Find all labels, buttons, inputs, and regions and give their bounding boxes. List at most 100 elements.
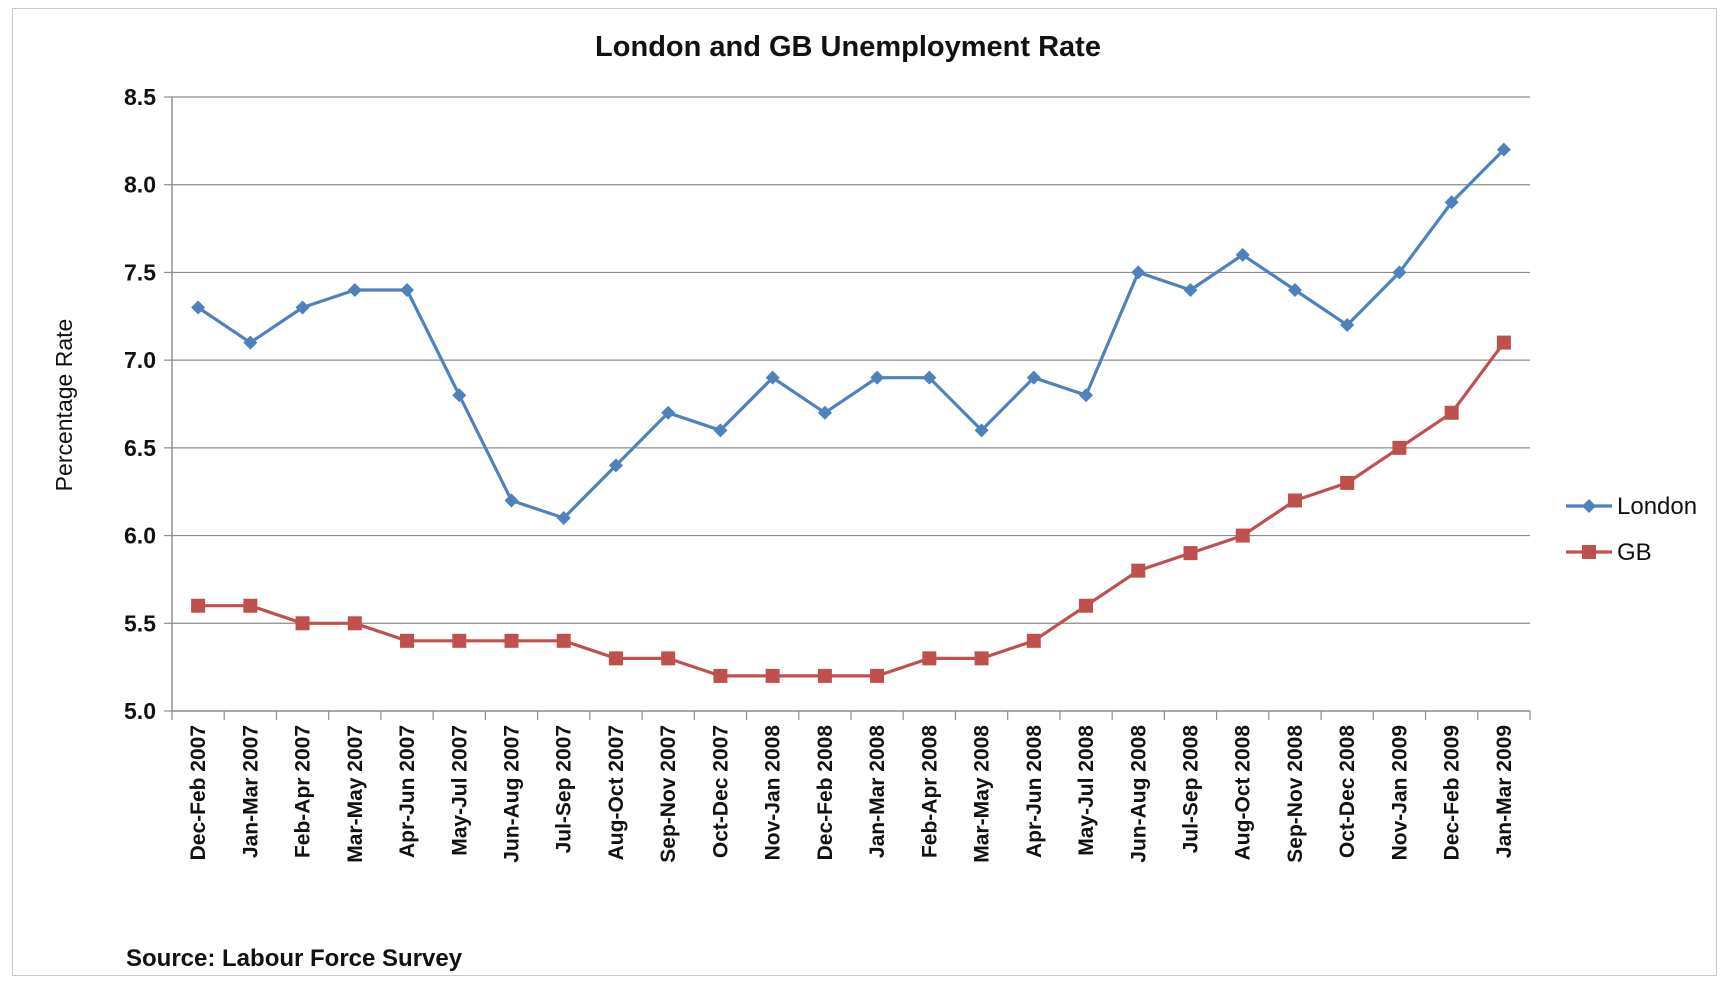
data-point-gb [1183, 546, 1198, 561]
x-tick-label: Jul-Sep 2007 [553, 725, 576, 853]
x-tick-label: Feb-Apr 2007 [292, 725, 315, 858]
x-tick-label: Oct-Dec 2007 [709, 725, 732, 858]
y-tick-label: 8.0 [124, 172, 156, 198]
gridlines [172, 96, 1530, 624]
data-point-london [556, 511, 571, 526]
data-point-london [1444, 195, 1459, 210]
y-tick-label: 6.0 [124, 523, 156, 549]
data-point-gb [713, 668, 728, 683]
data-point-gb [452, 633, 467, 648]
data-point-london [1026, 370, 1041, 385]
x-tick-labels: Dec-Feb 2007 Jan-Mar 2007 Feb-Apr 2007 Mar-… [187, 725, 1516, 863]
data-point-london [922, 370, 937, 385]
data-point-gb [1444, 405, 1459, 420]
y-tick-label: 6.5 [124, 435, 156, 461]
x-tick-label: Jan-Mar 2007 [239, 725, 262, 858]
x-tick-label: Nov-Jan 2009 [1388, 725, 1411, 860]
data-point-london [504, 493, 519, 508]
x-tick-label: Dec-Feb 2008 [814, 725, 837, 861]
legend: London GB [1566, 493, 1697, 566]
data-point-gb [608, 651, 623, 666]
series-line-gb [198, 341, 1506, 678]
data-point-london [817, 405, 832, 420]
y-tick-label: 5.5 [124, 610, 156, 636]
y-tick-label: 7.0 [124, 347, 156, 373]
y-tick-label: 8.5 [124, 84, 156, 110]
source-note: Source: Labour Force Survey [126, 945, 463, 972]
data-point-london [1183, 282, 1198, 297]
y-tick-labels: 5.0 5.5 6.0 6.5 7.0 7.5 8.0 8.5 [124, 84, 156, 724]
data-point-london [191, 300, 206, 315]
data-point-gb [1079, 598, 1094, 613]
data-point-london [661, 405, 676, 420]
data-point-gb [295, 616, 310, 631]
data-point-gb [817, 668, 832, 683]
data-point-gb [1235, 528, 1250, 543]
data-point-gb [347, 616, 362, 631]
data-point-gb [243, 598, 258, 613]
legend-label-gb: GB [1617, 539, 1652, 566]
data-point-gb [1392, 440, 1407, 455]
data-point-london [1079, 388, 1094, 403]
legend-marker-gb [1582, 545, 1596, 559]
data-point-london [765, 370, 780, 385]
x-tick-label: Feb-Apr 2008 [918, 725, 941, 858]
data-point-london [974, 423, 989, 438]
data-point-london [1131, 265, 1146, 280]
x-tick-label: Jun-Aug 2008 [1127, 725, 1150, 863]
data-point-gb [1026, 633, 1041, 648]
x-tick-label: Apr-Jun 2008 [1023, 725, 1046, 858]
y-tick-label: 7.5 [124, 259, 156, 285]
data-point-london [1287, 282, 1302, 297]
data-point-london [1235, 247, 1250, 262]
data-point-london [243, 335, 258, 350]
x-tick-label: Nov-Jan 2008 [762, 725, 785, 861]
data-point-london [1496, 142, 1511, 157]
y-axis-label: Percentage Rate [51, 319, 77, 492]
x-tick-label: Jul-Sep 2008 [1180, 725, 1203, 854]
x-tick-label: Mar-May 2008 [971, 725, 994, 863]
data-point-gb [556, 633, 571, 648]
data-point-gb [974, 651, 989, 666]
x-tick-label: Oct-Dec 2008 [1336, 725, 1359, 858]
data-point-gb [661, 651, 676, 666]
data-point-london [347, 282, 362, 297]
data-point-gb [191, 598, 206, 613]
chart-frame [12, 8, 1717, 976]
data-point-gb [765, 668, 780, 683]
x-tick-label: May-Jul 2008 [1075, 725, 1098, 856]
x-tick-label: Dec-Feb 2009 [1441, 725, 1464, 860]
data-point-gb [870, 668, 885, 683]
data-point-gb [1287, 493, 1302, 508]
x-tick-label: Aug-Oct 2007 [605, 725, 628, 860]
x-tick-label: Dec-Feb 2007 [187, 725, 210, 860]
data-point-london [452, 388, 467, 403]
x-tick-label: Jan-Mar 2008 [866, 725, 889, 858]
chart-title: London and GB Unemployment Rate [595, 31, 1101, 63]
legend-label-london: London [1617, 493, 1697, 520]
x-tick-label: May-Jul 2007 [448, 725, 471, 856]
data-point-gb [400, 633, 415, 648]
data-point-london [713, 423, 728, 438]
series-line-london [197, 148, 1506, 520]
x-tick-label: Sep-Nov 2008 [1284, 725, 1307, 863]
data-point-london [1340, 318, 1355, 333]
x-tick-label: Jun-Aug 2007 [501, 725, 524, 863]
data-point-london [1392, 265, 1407, 280]
data-point-gb [1340, 475, 1355, 490]
x-tick-label: Jan-Mar 2009 [1493, 725, 1516, 858]
data-point-london [400, 282, 415, 297]
series-group [191, 142, 1511, 683]
data-point-gb [1131, 563, 1146, 578]
y-tick-label: 5.0 [124, 698, 156, 724]
legend-marker-london [1582, 499, 1596, 513]
x-tick-label: Apr-Jun 2007 [396, 725, 419, 858]
x-tick-label: Sep-Nov 2007 [657, 725, 680, 863]
data-point-london [608, 458, 623, 473]
x-tick-label: Aug-Oct 2008 [1232, 725, 1255, 861]
data-point-gb [1496, 335, 1511, 350]
data-point-gb [922, 651, 937, 666]
data-point-london [295, 300, 310, 315]
x-tick-label: Mar-May 2007 [344, 725, 367, 863]
